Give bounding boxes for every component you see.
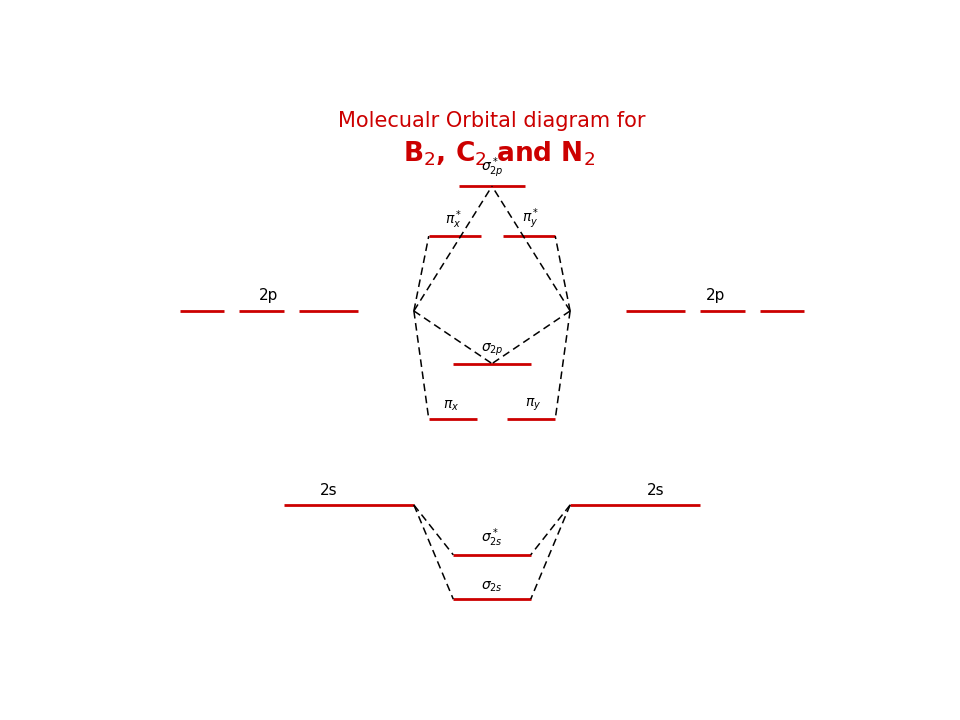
Text: B$_2$, C$_2$ and N$_2$: B$_2$, C$_2$ and N$_2$ [403,139,595,168]
Text: 2s: 2s [647,483,664,498]
Text: $\pi_x^*$: $\pi_x^*$ [444,208,462,230]
Text: $\pi_x$: $\pi_x$ [443,399,459,413]
Text: $\sigma_{2s}^*$: $\sigma_{2s}^*$ [481,527,503,549]
Text: $\sigma_{2p}^*$: $\sigma_{2p}^*$ [481,155,503,179]
Text: $\pi_y$: $\pi_y$ [525,397,541,413]
Text: $\pi_y^*$: $\pi_y^*$ [522,206,540,230]
Text: $\sigma_{2p}$: $\sigma_{2p}$ [481,342,503,358]
Text: 2s: 2s [320,483,337,498]
Text: $\sigma_{2s}$: $\sigma_{2s}$ [481,580,503,594]
Text: 2p: 2p [259,287,278,302]
Text: Molecualr Orbital diagram for: Molecualr Orbital diagram for [338,112,646,131]
Text: 2p: 2p [706,287,725,302]
